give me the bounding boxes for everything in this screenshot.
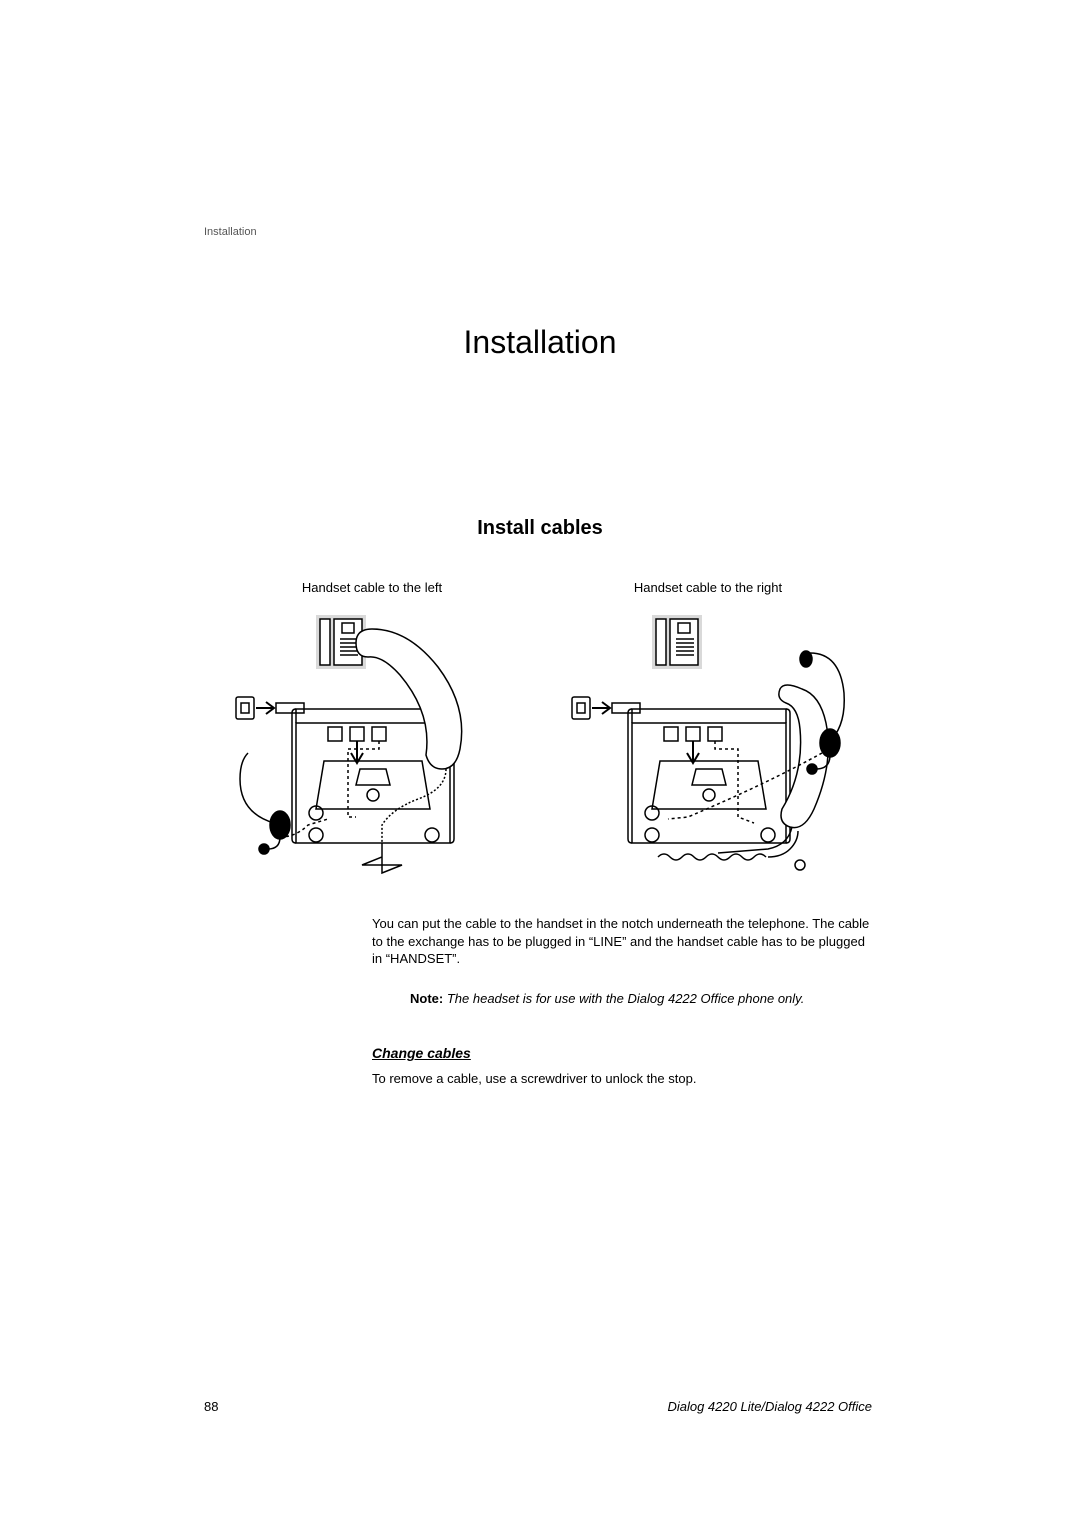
body-text: You can put the cable to the handset in … [372,915,870,968]
chapter-title: Installation [0,324,1080,361]
diagram-left-caption: Handset cable to the left [302,580,442,595]
sub-body-text: To remove a cable, use a screwdriver to … [372,1071,870,1086]
diagram-left-column: Handset cable to the left [232,580,512,881]
footer-title: Dialog 4220 Lite/Dialog 4222 Office [667,1399,872,1414]
phone-diagram-left [232,613,512,881]
page-number: 88 [204,1399,218,1414]
diagram-right-caption: Handset cable to the right [634,580,782,595]
running-head: Installation [204,226,257,238]
page-footer: 88 Dialog 4220 Lite/Dialog 4222 Office [204,1399,872,1414]
note-label: Note: [410,991,443,1006]
diagram-row: Handset cable to the left [0,580,1080,881]
section-title: Install cables [0,517,1080,540]
phone-diagram-right [568,613,848,881]
note-block: Note: The headset is for use with the Di… [410,990,870,1008]
diagram-right-column: Handset cable to the right [568,580,848,881]
page-container: Installation Installation Install cables… [0,0,1080,1528]
sub-heading-change-cables: Change cables [372,1045,1080,1061]
note-body: The headset is for use with the Dialog 4… [447,991,804,1006]
